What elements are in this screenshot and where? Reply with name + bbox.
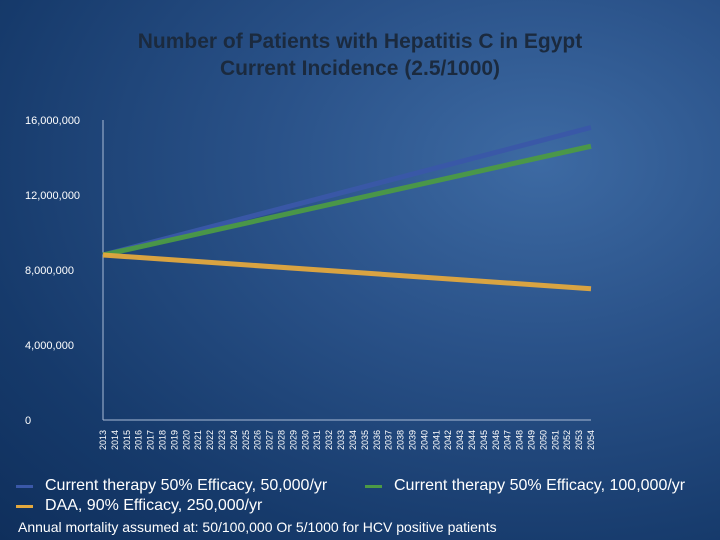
series-line-2 — [102, 143, 592, 258]
x-tick-label: 2045 — [479, 430, 489, 450]
x-tick-label: 2030 — [300, 430, 310, 450]
legend-label-series-1: Current therapy 50% Efficacy, 50,000/yr — [45, 477, 328, 494]
legend-item-series-2: Current therapy 50% Efficacy, 100,000/yr — [365, 477, 685, 495]
chart-title-line1: Number of Patients with Hepatitis C in E… — [137, 30, 583, 53]
x-tick-label: 2034 — [348, 430, 358, 450]
legend-item-series-1: Current therapy 50% Efficacy, 50,000/yr — [16, 477, 327, 495]
x-tick-label: 2023 — [217, 430, 227, 450]
x-tick-label: 2037 — [384, 430, 394, 450]
legend-item-series-3: DAA, 90% Efficacy, 250,000/yr — [16, 497, 262, 515]
x-tick-label: 2032 — [324, 430, 334, 450]
x-axis: 2013 2014 2015 2016 2017 2018 2019 2020 2021 2022… — [98, 419, 596, 450]
x-tick-label: 2039 — [407, 430, 417, 450]
y-tick-label: 12,000,000 — [25, 190, 80, 202]
x-tick-label: 2041 — [431, 430, 441, 450]
x-tick-label: 2033 — [336, 430, 346, 450]
x-tick-label: 2015 — [122, 430, 132, 450]
legend-swatch-series-1 — [16, 484, 33, 488]
legend: Current therapy 50% Efficacy, 50,000/yr … — [16, 477, 716, 517]
y-tick-label: 16,000,000 — [25, 115, 80, 127]
series-line-3 — [102, 252, 592, 292]
y-tick-label: 0 — [25, 415, 31, 427]
x-tick-label: 2021 — [193, 430, 203, 450]
x-tick-label: 2047 — [503, 430, 513, 450]
x-tick-label: 2020 — [181, 430, 191, 450]
line-chart: 04,000,0008,000,00012,000,00016,000,000 … — [25, 115, 596, 450]
x-tick-label: 2022 — [205, 430, 215, 450]
x-tick-label: 2054 — [586, 430, 596, 450]
x-tick-label: 2019 — [169, 430, 179, 450]
x-tick-label: 2053 — [574, 430, 584, 450]
x-tick-label: 2049 — [526, 430, 536, 450]
legend-label-series-2: Current therapy 50% Efficacy, 100,000/yr — [394, 477, 686, 494]
x-tick-label: 2036 — [372, 430, 382, 450]
x-tick-label: 2038 — [396, 430, 406, 450]
legend-label-series-3: DAA, 90% Efficacy, 250,000/yr — [45, 497, 263, 514]
legend-swatch-series-3 — [16, 504, 33, 508]
x-tick-label: 2024 — [229, 430, 239, 450]
x-tick-label: 2016 — [134, 430, 144, 450]
x-tick-label: 2017 — [146, 430, 156, 450]
x-tick-label: 2050 — [538, 430, 548, 450]
y-tick-label: 8,000,000 — [25, 265, 74, 277]
mortality-note: Annual mortality assumed at: 50/100,000 … — [18, 519, 497, 535]
x-tick-label: 2031 — [312, 430, 322, 450]
x-tick-label: 2040 — [419, 430, 429, 450]
y-axis: 0 4,000,000 8,000,000 12,000,000 16,000,000 — [25, 115, 104, 427]
series-lines — [102, 125, 592, 292]
x-tick-label: 2046 — [491, 430, 501, 450]
x-tick-label: 2029 — [288, 430, 298, 450]
chart-title: Number of Patients with Hepatitis C in E… — [0, 28, 720, 82]
x-tick-label: 2044 — [467, 430, 477, 450]
x-tick-label: 2013 — [98, 430, 108, 450]
legend-swatch-series-2 — [365, 484, 382, 488]
y-tick-label: 4,000,000 — [25, 340, 74, 352]
x-tick-label: 2051 — [550, 430, 560, 450]
x-tick-label: 2035 — [360, 430, 370, 450]
x-tick-label: 2048 — [515, 430, 525, 450]
series-line-1 — [102, 125, 592, 258]
x-tick-label: 2052 — [562, 430, 572, 450]
x-tick-label: 2025 — [241, 430, 251, 450]
x-tick-label: 2027 — [265, 430, 275, 450]
x-tick-label: 2026 — [253, 430, 263, 450]
x-tick-label: 2014 — [110, 430, 120, 450]
x-tick-label: 2042 — [443, 430, 453, 450]
chart-title-line2: Current Incidence (2.5/1000) — [219, 57, 501, 80]
x-tick-label: 2043 — [455, 430, 465, 450]
x-tick-label: 2018 — [158, 430, 168, 450]
x-tick-label: 2028 — [277, 430, 287, 450]
